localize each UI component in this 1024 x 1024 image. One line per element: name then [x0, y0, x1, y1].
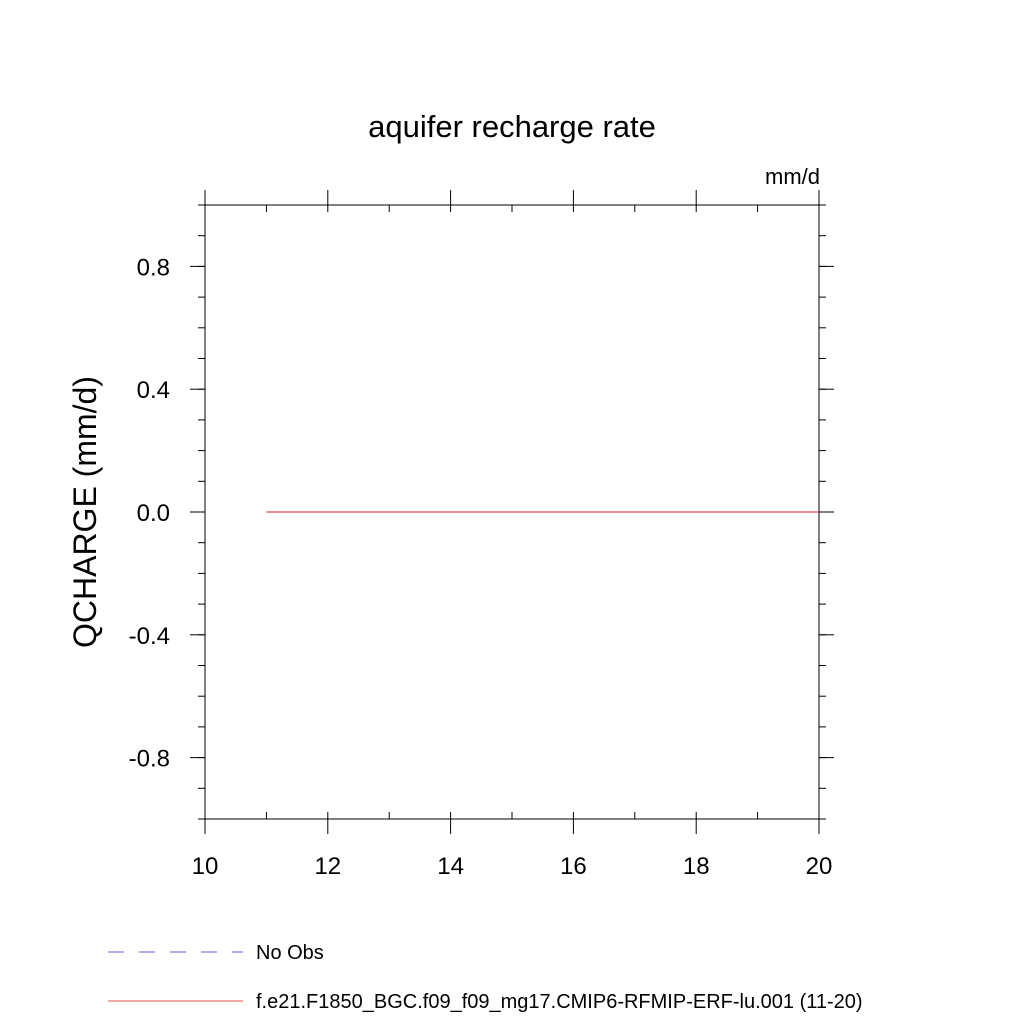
- y-tick-label: -0.4: [129, 623, 170, 650]
- y-tick-label: 0.0: [137, 500, 170, 527]
- x-tick-label: 14: [437, 853, 464, 880]
- x-tick-label: 10: [192, 853, 219, 880]
- axis-ticks: [190, 190, 834, 834]
- x-tick-label: 18: [683, 853, 710, 880]
- x-tick-label: 20: [806, 853, 833, 880]
- legend-label: f.e21.F1850_BGC.f09_f09_mg17.CMIP6-RFMIP…: [256, 991, 863, 1013]
- units-label: mm/d: [765, 164, 820, 189]
- x-tick-label: 12: [314, 853, 341, 880]
- y-tick-label: -0.8: [129, 746, 170, 773]
- y-tick-label: 0.4: [137, 377, 170, 404]
- legend: No Obs f.e21.F1850_BGC.f09_f09_mg17.CMIP6…: [108, 942, 863, 1013]
- chart-title: aquifer recharge rate: [368, 109, 656, 144]
- y-tick-label: 0.8: [137, 254, 170, 281]
- y-axis-label: QCHARGE (mm/d): [67, 376, 103, 648]
- x-tick-label: 16: [560, 853, 587, 880]
- axis-tick-labels: 10 12 14 16 18 20 -0.8 -0.4 0.0 0.4 0.8: [129, 254, 833, 880]
- legend-label: No Obs: [256, 942, 324, 964]
